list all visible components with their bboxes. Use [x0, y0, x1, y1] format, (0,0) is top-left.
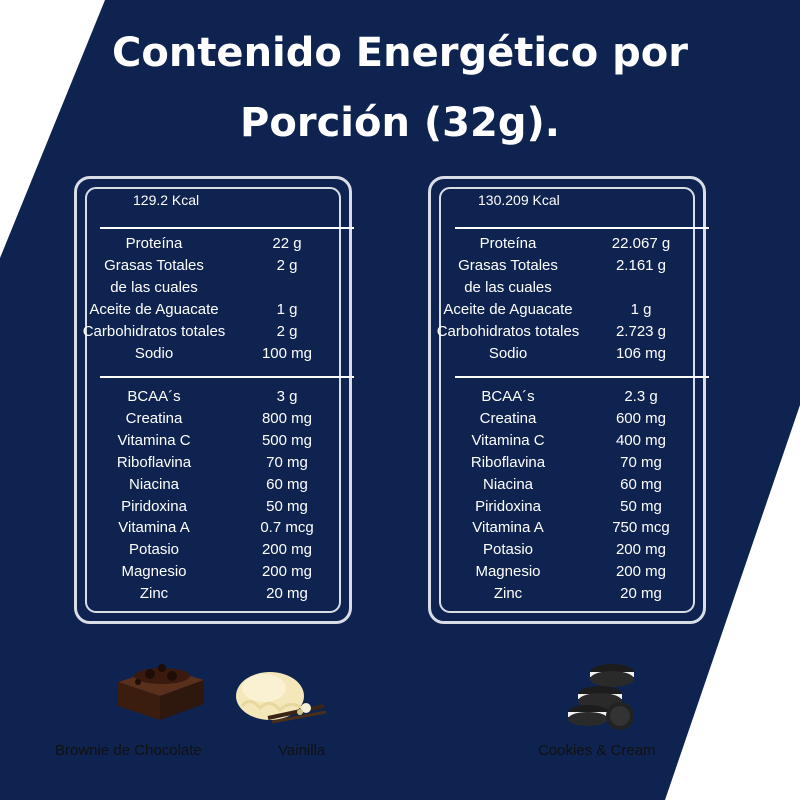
nutrient-name: Potasio	[128, 541, 180, 559]
nutrient-name: Niacina	[482, 475, 534, 493]
nutrient-value: 600 mg	[615, 409, 667, 427]
nutrient-name: Vitamina C	[117, 431, 191, 449]
nutrient-name: Carbohidratos totales	[82, 322, 226, 340]
divider-line	[100, 376, 354, 378]
nutrient-name: Piridoxina	[121, 497, 187, 515]
nutrient-name: Vitamina C	[471, 431, 545, 449]
nutrient-name: Carbohidratos totales	[436, 322, 580, 340]
page-title-line-1: Contenido Energético por	[112, 30, 688, 76]
divider-line	[455, 376, 709, 378]
nutrient-name: Proteína	[125, 235, 183, 252]
nutrient-name: Zinc	[139, 585, 169, 603]
nutrient-name: Grasas Totales	[104, 256, 204, 274]
divider-line	[455, 227, 709, 229]
brownie-icon	[118, 664, 204, 720]
flavor-label-cookies: Cookies & Cream	[538, 742, 656, 759]
nutrient-value: 1 g	[276, 300, 298, 318]
nutrient-value: 3 g	[276, 388, 298, 405]
nutrient-value: 50 mg	[266, 497, 308, 515]
nutrient-value: 2.3 g	[624, 388, 658, 405]
nutrient-name: Aceite de Aguacate	[89, 300, 219, 318]
nutrient-value: 800 mg	[261, 409, 313, 427]
nutrient-value: 100 mg	[261, 344, 313, 362]
nutrient-name: de las cuales	[110, 278, 198, 296]
flavor-label-brownie: Brownie de Chocolate	[55, 742, 202, 759]
nutrient-name: Creatina	[125, 409, 183, 427]
nutrient-value: 50 mg	[620, 497, 662, 515]
nutrient-value: 2 g	[276, 322, 298, 340]
nutrient-name: Grasas Totales	[458, 256, 558, 274]
nutrient-value: 200 mg	[261, 541, 313, 559]
nutrient-name: BCAA´s	[481, 388, 535, 405]
nutrient-value: 22 g	[272, 235, 302, 252]
nutrition-panel-2	[428, 176, 706, 624]
nutrient-name: Niacina	[128, 475, 180, 493]
nutrient-value: 20 mg	[266, 585, 308, 603]
nutrient-value: 200 mg	[615, 541, 667, 559]
nutrient-name: Riboflavina	[470, 453, 546, 471]
nutrient-name: Riboflavina	[116, 453, 192, 471]
cookies-icon	[568, 664, 634, 730]
divider-line	[100, 227, 354, 229]
nutrient-value: 2.161 g	[615, 256, 667, 274]
nutrient-value: 70 mg	[266, 453, 308, 471]
page-title-line-2: Porción (32g).	[240, 100, 560, 146]
nutrient-value: 200 mg	[261, 563, 313, 581]
nutrient-value: 60 mg	[620, 475, 662, 493]
nutrient-name: Zinc	[493, 585, 523, 603]
kcal-value-2: 130.209 Kcal	[478, 192, 560, 208]
nutrient-name: Potasio	[482, 541, 534, 559]
nutrient-name: Magnesio	[475, 563, 541, 581]
nutrition-panel-1	[74, 176, 352, 624]
nutrient-name: BCAA´s	[127, 388, 181, 405]
nutrient-value: 750 mcg	[612, 519, 670, 537]
nutrient-name: Piridoxina	[475, 497, 541, 515]
nutrient-name: Vitamina A	[118, 519, 190, 537]
nutrient-name: Sodio	[134, 344, 174, 362]
nutrient-value: 2 g	[276, 256, 298, 274]
nutrient-value: 1 g	[630, 300, 652, 318]
nutrient-value: 400 mg	[615, 431, 667, 449]
nutrient-value: 60 mg	[266, 475, 308, 493]
nutrient-name: Sodio	[488, 344, 528, 362]
nutrient-value: 20 mg	[620, 585, 662, 603]
nutrient-value: 500 mg	[261, 431, 313, 449]
kcal-value-1: 129.2 Kcal	[133, 192, 200, 208]
nutrient-value: 0.7 mcg	[260, 519, 314, 537]
nutrient-value: 2.723 g	[615, 322, 667, 340]
nutrient-name: Vitamina A	[472, 519, 544, 537]
flavor-label-vainilla: Vainilla	[278, 742, 326, 759]
nutrient-name: Proteína	[479, 235, 537, 252]
nutrient-value: 70 mg	[620, 453, 662, 471]
nutrient-value: 22.067 g	[611, 235, 671, 252]
nutrient-value: 200 mg	[615, 563, 667, 581]
nutrient-name: Magnesio	[121, 563, 187, 581]
nutrient-value: 106 mg	[615, 344, 667, 362]
nutrient-name: Creatina	[479, 409, 537, 427]
nutrient-name: de las cuales	[464, 278, 552, 296]
ice-cream-icon	[236, 672, 327, 724]
nutrient-name: Aceite de Aguacate	[443, 300, 573, 318]
